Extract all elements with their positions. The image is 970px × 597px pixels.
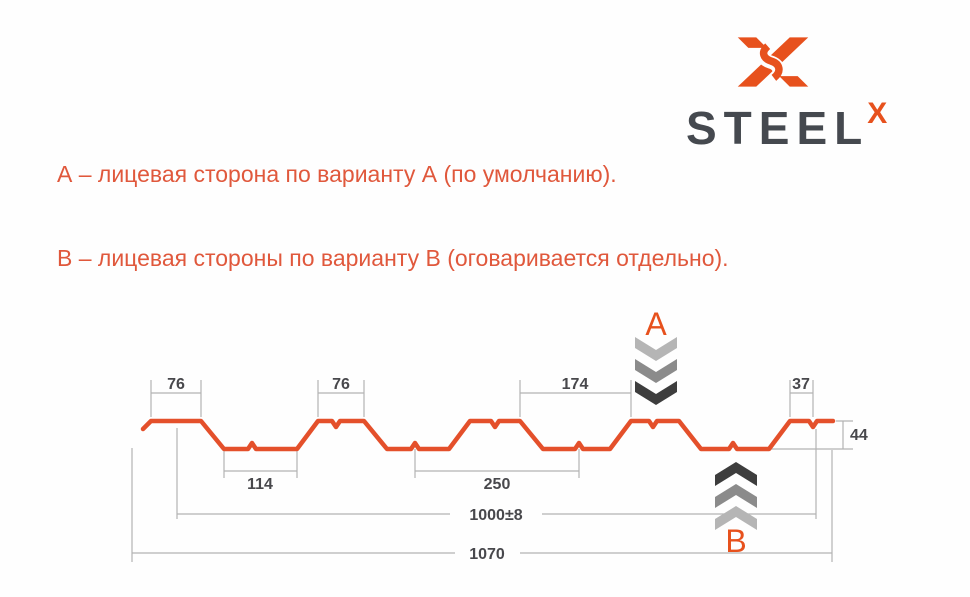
dim-overall-width-1070: 1070	[131, 448, 833, 563]
brand-suffix-x: X	[867, 97, 888, 130]
steelx-logo-icon	[737, 37, 809, 87]
chevron-down-icon	[635, 337, 677, 361]
dim-edge-crest-37: 37	[789, 376, 814, 417]
note-variant-a: А – лицевая сторона по варианту А (по ум…	[57, 161, 617, 187]
marker-a: A	[635, 306, 677, 405]
note-variant-b: В – лицевая стороны по варианту В (огова…	[57, 245, 729, 271]
dim-label-crest-spacing: 174	[562, 376, 589, 393]
profile-section-drawing: 76 76 174 37 114 250 1000±8	[131, 306, 868, 563]
dim-height-44: 44	[760, 420, 868, 450]
marker-b-label: B	[725, 523, 746, 559]
dim-label-pitch: 250	[484, 476, 511, 493]
dim-label-crest2: 76	[332, 376, 350, 393]
dim-label-edge-crest: 37	[792, 376, 810, 393]
chevron-down-icon	[635, 359, 677, 383]
chevron-down-icon	[635, 381, 677, 405]
steelx-logo-text: STEEL X	[686, 99, 898, 154]
dim-crest1-76: 76	[150, 376, 202, 417]
dim-valley-114: 114	[223, 449, 298, 493]
chevron-up-icon	[715, 506, 757, 530]
dim-crest-spacing-174: 174	[519, 376, 632, 417]
marker-a-label: A	[645, 306, 667, 342]
steelx-logo: STEEL X	[686, 25, 898, 151]
dim-label-working-width: 1000±8	[469, 507, 522, 524]
dim-pitch-250: 250	[414, 449, 580, 493]
chevron-up-icon	[715, 462, 757, 486]
dim-label-height: 44	[850, 427, 868, 444]
dim-crest2-76: 76	[317, 376, 365, 417]
chevron-up-icon	[715, 484, 757, 508]
dim-working-width-1000: 1000±8	[176, 428, 817, 524]
dim-label-overall-width: 1070	[469, 546, 505, 563]
marker-b: B	[715, 462, 757, 559]
dim-label-valley: 114	[247, 476, 273, 493]
brand-name: STEEL	[686, 102, 870, 154]
sheet-profile-line	[140, 418, 836, 452]
dim-label-crest1: 76	[167, 376, 185, 393]
